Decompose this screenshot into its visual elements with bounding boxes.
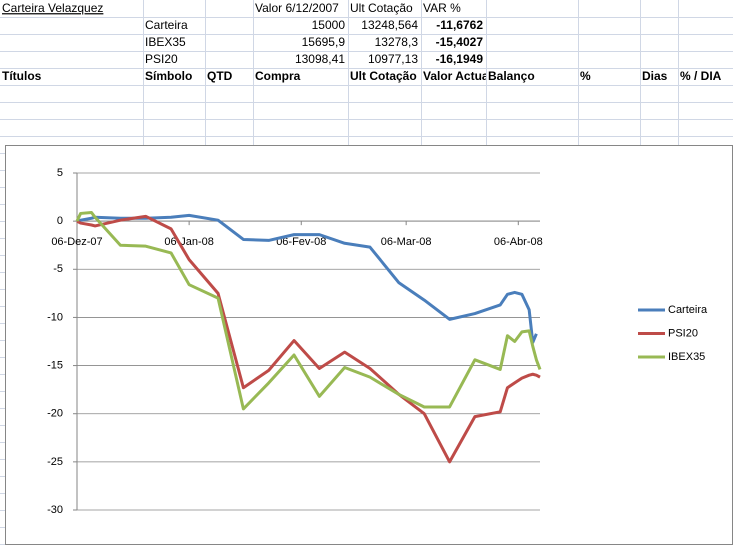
cell-text: -11,6762 [436,18,483,32]
cell-text: 15000 [312,18,346,32]
cell-text: Valor 6/12/2007 [255,1,339,15]
y-tick-label: -15 [47,359,63,371]
cell-text: IBEX35 [145,35,186,49]
legend-label: PSI20 [668,327,698,339]
y-tick-label: -5 [53,263,63,275]
series-line [76,214,541,464]
x-tick-label: 06-Dez-07 [51,236,102,248]
y-tick-label: 0 [57,215,63,227]
y-tick-label: 5 [57,167,63,179]
y-tick-label: -20 [47,408,63,420]
x-tick-label: 06-Fev-08 [276,236,326,248]
cell-text: Dias [642,69,668,83]
cell-text: 10977,13 [368,52,418,66]
cell-text: Valor Actual [423,69,492,83]
cell-text: Carteira [145,18,188,32]
cell-text: PSI20 [145,52,178,66]
cell-text: % [580,69,591,83]
x-tick-label: 06-Mar-08 [381,236,432,248]
y-tick-label: -10 [47,311,63,323]
x-tick-label: 06-Abr-08 [494,236,543,248]
cell-text: 15695,9 [302,35,346,49]
cell-text: QTD [207,69,233,83]
chart-area [5,145,733,545]
cell-text: -16,1949 [436,52,484,66]
cell-text: -15,4027 [436,35,484,49]
cell-text: 13248,564 [361,18,418,32]
cell-text: Títulos [2,69,42,83]
y-tick-label: -30 [47,504,63,516]
cell-text: % / DIA [680,69,722,83]
x-tick-label: 06-Jan-08 [164,236,214,248]
cell-text: Ult Cotação [350,1,413,15]
legend-label: IBEX35 [668,351,705,363]
legend-label: Carteira [668,304,708,316]
cell-text: 13098,41 [295,52,345,66]
series-line [75,210,542,411]
chart: 5 0 -5 -10 -15 -20 -25 -30 06-Dez-07 06-Jan-08 06-… [5,145,733,545]
sheet-title-link[interactable]: Carteira Velazquez [2,1,103,15]
cell-text: Balanço [488,69,535,83]
cell-text: Símbolo [145,69,192,83]
cell-text: Compra [255,69,301,83]
y-tick-label: -25 [47,456,63,468]
cell-text: 13278,3 [375,35,419,49]
cell-text: VAR % [423,1,461,15]
cell-text: Ult Cotação [350,69,417,83]
